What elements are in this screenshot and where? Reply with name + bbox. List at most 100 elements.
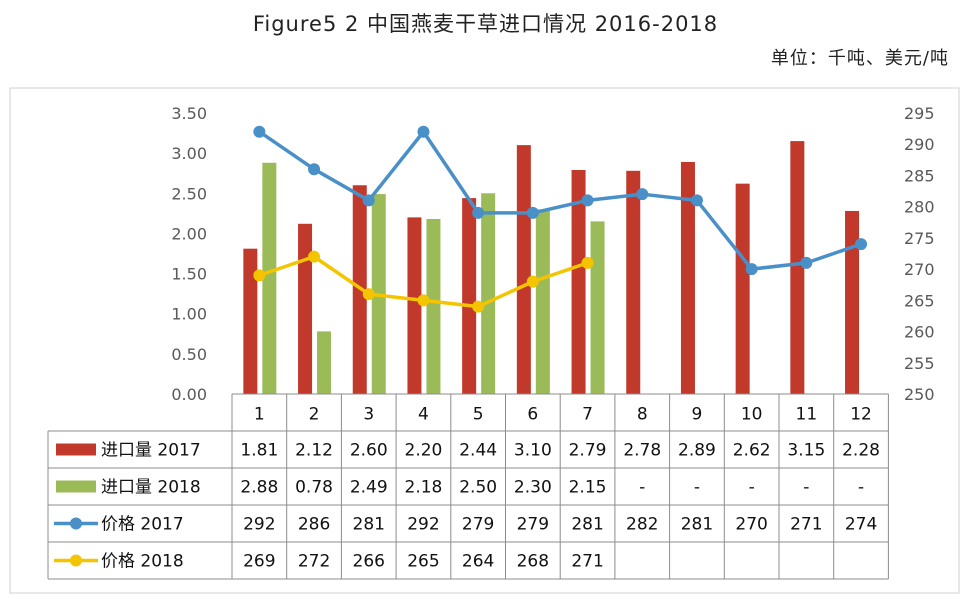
legend-label-price-2018: 价格 2018: [101, 552, 184, 572]
data-label-price-2017: 292: [407, 515, 439, 535]
x-axis-category-label: 4: [418, 405, 429, 425]
data-label-import-2018: -: [639, 478, 645, 498]
data-label-import-2018: 2.15: [569, 478, 607, 498]
data-label-price-2017: 270: [735, 515, 767, 535]
x-axis-category-label: 11: [796, 405, 818, 425]
bar-import-2017: [407, 217, 422, 394]
data-label-import-2018: 2.18: [405, 478, 443, 498]
right-axis-tick-label: 280: [904, 198, 935, 217]
bar-import-2017: [298, 223, 313, 394]
data-label-import-2018: 2.88: [240, 478, 278, 498]
x-axis-category-label: 10: [741, 405, 763, 425]
data-label-price-2018: 272: [298, 552, 330, 572]
chart-frame: [9, 87, 960, 594]
data-label-price-2018: 265: [407, 552, 439, 572]
data-label-import-2017: 2.12: [295, 441, 333, 461]
point-price-2017: [308, 163, 321, 176]
right-axis-tick-label: 275: [904, 229, 935, 248]
point-price-2017: [745, 263, 758, 276]
data-label-import-2017: 1.81: [240, 441, 278, 461]
data-label-import-2018: -: [858, 478, 864, 498]
x-axis-category-label: 1: [254, 405, 265, 425]
data-label-price-2018: 271: [571, 552, 603, 572]
bar-import-2017: [626, 170, 641, 394]
bar-import-2017: [462, 198, 477, 394]
chart-title: Figure5 2 中国燕麦干草进口情况 2016-2018: [252, 12, 719, 36]
bar-import-2017: [516, 145, 531, 394]
data-label-import-2017: 2.44: [459, 441, 497, 461]
point-price-2017: [362, 194, 375, 207]
right-axis-tick-label: 255: [904, 354, 935, 373]
legend-marker-point-price-2018: [70, 554, 82, 567]
right-axis-tick-label: 250: [904, 385, 935, 404]
data-label-price-2017: 286: [298, 515, 330, 535]
left-axis-tick-label: 2.50: [171, 184, 207, 203]
data-label-price-2017: 279: [462, 515, 494, 535]
data-label-price-2017: 274: [845, 515, 877, 535]
data-label-import-2017: 2.78: [623, 441, 661, 461]
bar-import-2017: [735, 183, 750, 394]
data-label-price-2017: 279: [517, 515, 549, 535]
right-axis-tick-label: 270: [904, 260, 935, 279]
data-label-import-2017: 2.20: [405, 441, 443, 461]
data-label-import-2018: 0.78: [295, 478, 333, 498]
data-label-import-2018: 2.30: [514, 478, 552, 498]
left-axis-tick-label: 1.00: [171, 305, 207, 324]
data-label-import-2018: 2.50: [459, 478, 497, 498]
data-label-price-2017: 281: [681, 515, 713, 535]
right-axis-tick-label: 265: [904, 291, 935, 310]
x-axis-category-label: 12: [850, 405, 872, 425]
point-price-2017: [417, 125, 430, 138]
left-axis-tick-label: 0.50: [171, 345, 207, 364]
point-price-2017: [581, 194, 594, 207]
data-label-price-2017: 281: [571, 515, 603, 535]
data-label-price-2018: 266: [353, 552, 385, 572]
right-axis-tick-label: 295: [904, 104, 935, 123]
point-price-2018: [581, 256, 594, 269]
bar-import-2018: [426, 218, 441, 394]
left-axis-tick-label: 1.50: [171, 265, 207, 284]
legend-label-import-2017: 进口量 2017: [101, 441, 201, 461]
bar-import-2017: [680, 161, 695, 394]
point-price-2018: [526, 275, 539, 288]
legend-marker-import-2018: [56, 480, 96, 493]
data-label-price-2018: 268: [517, 552, 549, 572]
bar-import-2017: [571, 170, 586, 394]
left-axis-tick-label: 2.00: [171, 224, 207, 243]
data-label-price-2018: 264: [462, 552, 494, 572]
right-axis-tick-label: 290: [904, 135, 935, 154]
point-price-2017: [636, 188, 649, 201]
legend-label-price-2017: 价格 2017: [101, 515, 184, 535]
bar-import-2017: [845, 210, 860, 394]
x-axis-category-label: 6: [527, 405, 538, 425]
data-label-import-2017: 2.28: [842, 441, 880, 461]
point-price-2018: [472, 300, 485, 313]
point-price-2018: [253, 269, 266, 282]
data-label-price-2017: 292: [243, 515, 275, 535]
bar-import-2018: [481, 193, 496, 394]
bar-import-2018: [317, 331, 332, 394]
bar-import-2018: [535, 209, 550, 394]
data-label-import-2017: 3.15: [787, 441, 825, 461]
unit-label: 单位：千吨、美元/吨: [770, 48, 949, 69]
data-label-price-2017: 282: [626, 515, 658, 535]
bar-import-2018: [262, 162, 277, 394]
bar-import-2017: [790, 141, 805, 394]
point-price-2017: [855, 238, 868, 251]
legend-marker-point-price-2017: [70, 517, 82, 530]
bar-import-2017: [243, 248, 258, 394]
data-label-import-2017: 2.62: [733, 441, 771, 461]
legend-marker-import-2017: [56, 443, 96, 456]
x-axis-category-label: 8: [637, 405, 648, 425]
x-axis-category-label: 9: [692, 405, 703, 425]
point-price-2017: [690, 194, 703, 207]
data-label-price-2017: 281: [353, 515, 385, 535]
point-price-2017: [526, 206, 539, 219]
data-label-import-2017: 3.10: [514, 441, 552, 461]
point-price-2017: [800, 256, 813, 269]
data-label-import-2018: 2.49: [350, 478, 388, 498]
data-label-import-2017: 2.89: [678, 441, 716, 461]
line-price-2017: [258, 129, 862, 271]
left-axis-tick-label: 0.00: [171, 385, 207, 404]
